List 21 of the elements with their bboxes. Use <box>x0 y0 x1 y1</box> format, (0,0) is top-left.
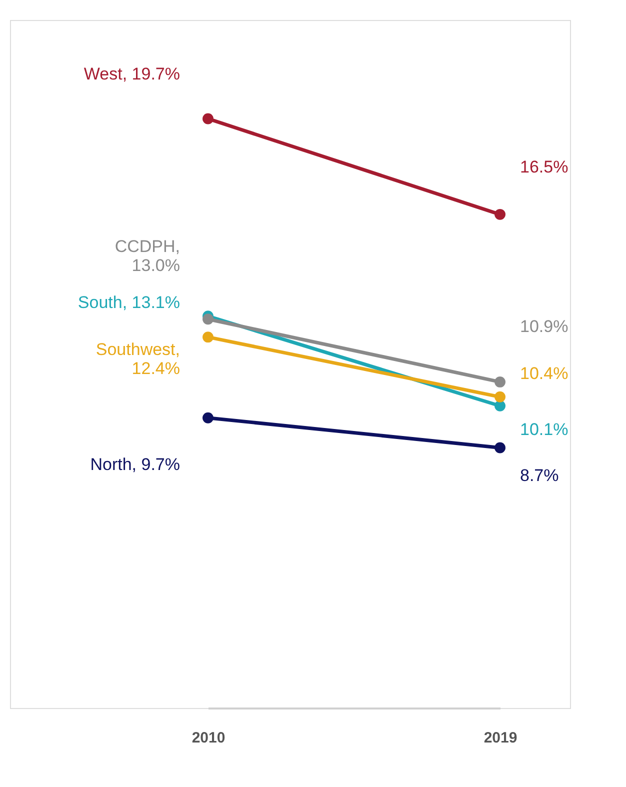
data-label: 16.5% <box>520 157 568 176</box>
data-label: North, 9.7% <box>90 454 180 474</box>
point <box>494 376 506 388</box>
data-label: 10.4% <box>520 364 568 383</box>
point <box>202 113 214 124</box>
data-label: West, 19.7% <box>84 64 180 84</box>
point <box>494 442 506 454</box>
point <box>494 208 506 220</box>
point <box>202 332 214 343</box>
data-label: Southwest, 12.4% <box>96 340 180 378</box>
point <box>494 391 506 402</box>
data-label: 8.7% <box>520 466 559 485</box>
data-label: CCDPH, 13.0% <box>114 237 180 276</box>
x-tick-label: 2010 <box>192 730 226 746</box>
point <box>494 400 506 412</box>
data-label: South, 13.1% <box>78 293 180 312</box>
point <box>202 412 214 424</box>
point <box>202 314 214 325</box>
data-label: 10.9% <box>520 316 568 336</box>
data-label: 10.1% <box>520 420 568 439</box>
x-tick-label: 2019 <box>484 730 518 746</box>
